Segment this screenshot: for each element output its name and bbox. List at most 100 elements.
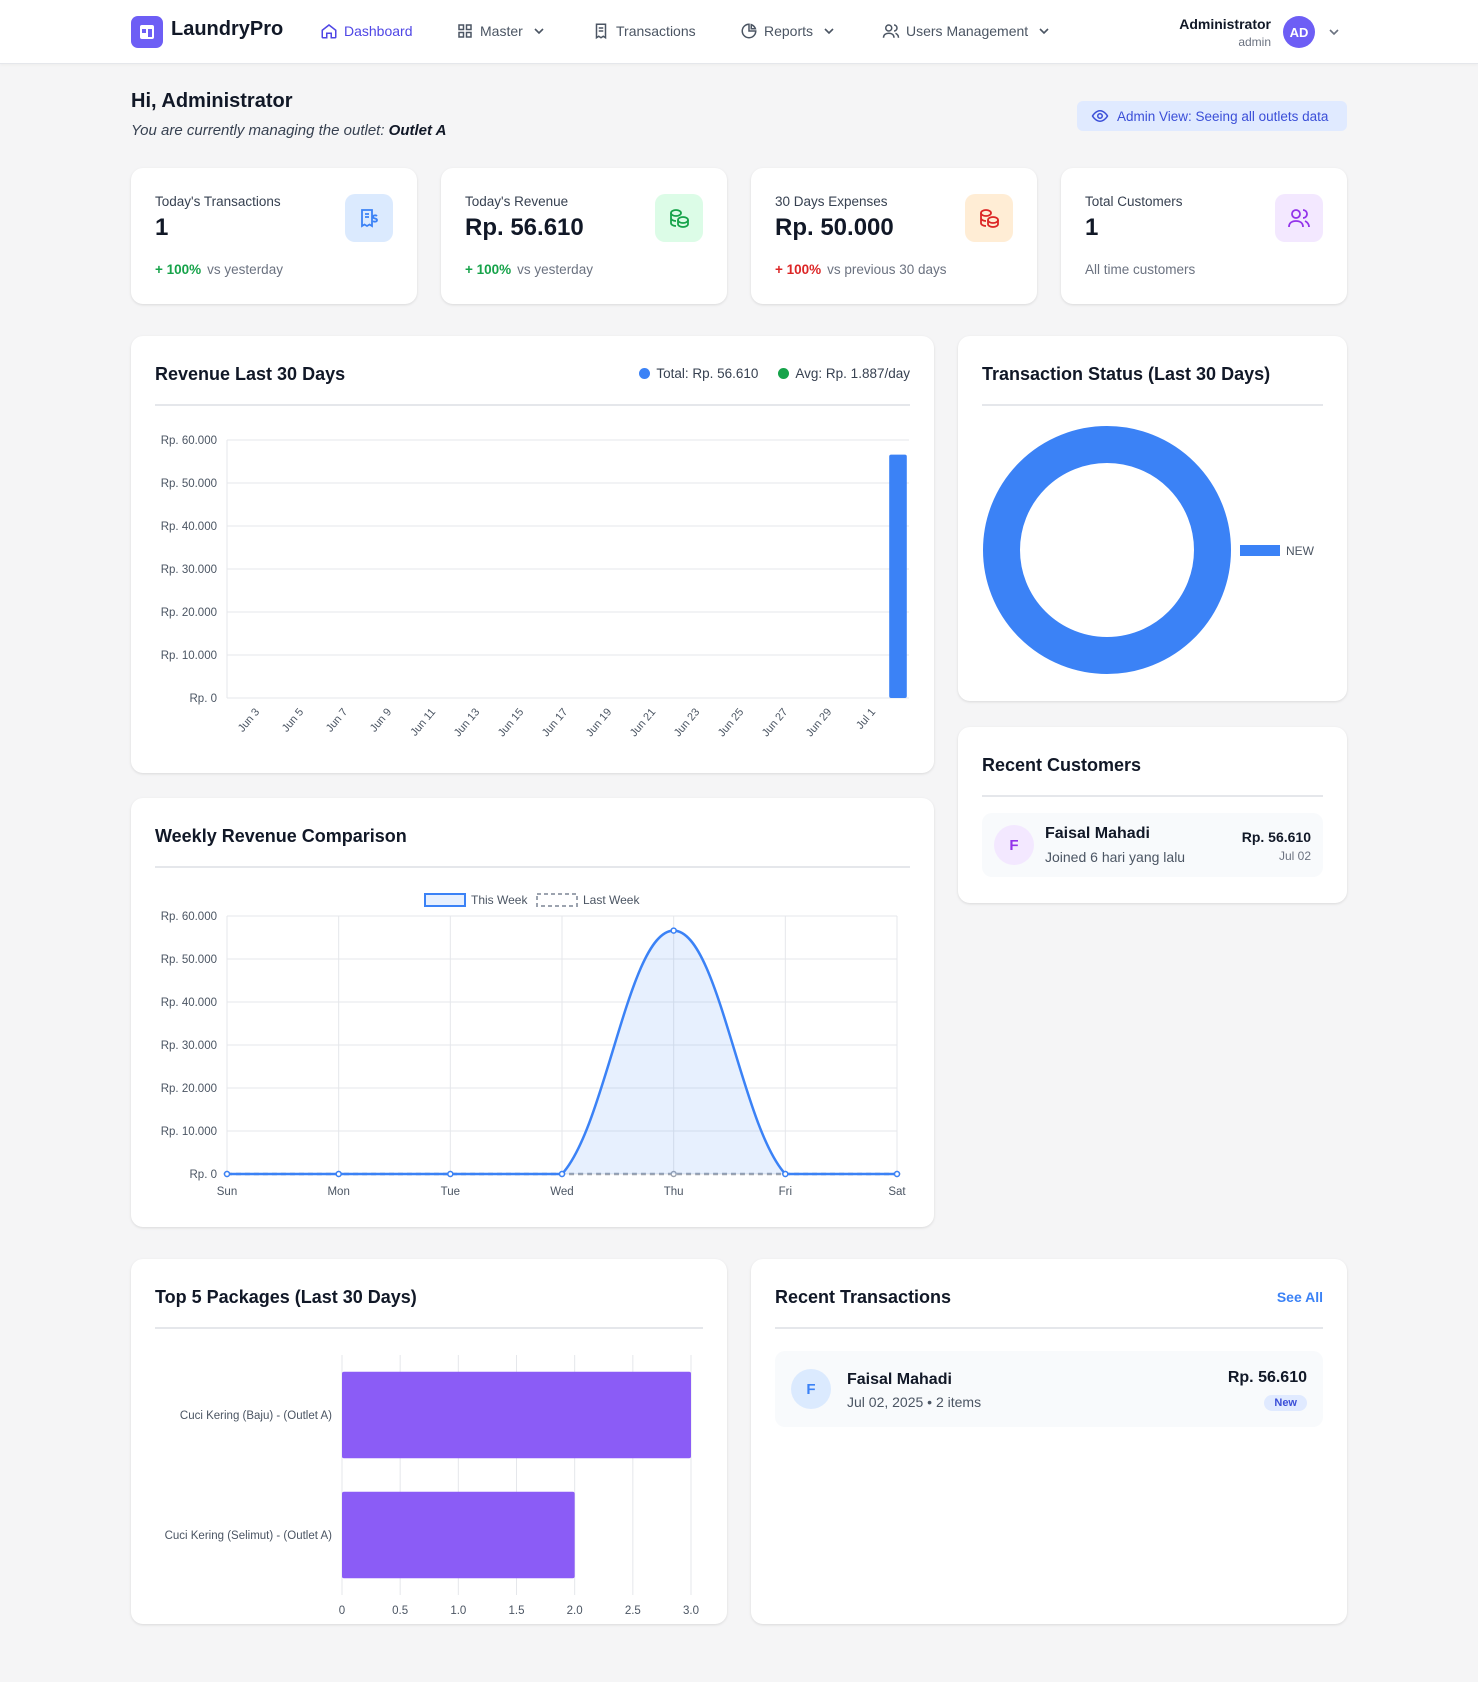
stat-label: Today's Transactions — [155, 194, 281, 209]
customer-name: Faisal Mahadi — [1045, 825, 1150, 842]
y-tick-label: Rp. 20.000 — [161, 1083, 217, 1095]
legend-label: This Week — [471, 893, 528, 907]
see-all-link[interactable]: See All — [1276, 1289, 1323, 1305]
legend-swatch — [424, 893, 466, 907]
nav-dashboard[interactable]: Dashboard — [320, 22, 413, 40]
customer-amount: Rp. 56.610 — [1241, 829, 1311, 845]
data-point — [670, 927, 677, 934]
stat-pct: + 100% — [465, 262, 512, 277]
x-tick-label: Thu — [664, 1186, 684, 1198]
top-packages-chart: 0 0.5 1.0 1.5 2.0 2.5 3.0 Cuci Kering (Baju) - … — [165, 1355, 699, 1617]
stat-pct: + 100% — [775, 262, 822, 277]
data-point — [223, 1170, 231, 1178]
nav-transactions[interactable]: Transactions — [592, 22, 696, 40]
x-tick-label: 1.5 — [509, 1605, 525, 1617]
nav-reports[interactable]: Reports — [740, 22, 835, 40]
user-role: admin — [1238, 35, 1271, 49]
data-point — [335, 1170, 342, 1178]
users-icon — [882, 24, 900, 38]
legend-dot — [639, 368, 651, 379]
x-tick-label: 3.0 — [683, 1605, 699, 1617]
data-point — [558, 1170, 566, 1178]
page-title: Hi, Administrator — [131, 90, 293, 112]
logo-icon[interactable] — [131, 16, 163, 48]
home-icon — [321, 24, 337, 39]
x-tick-label: Jun 23 — [672, 706, 702, 739]
nav-users-management[interactable]: Users Management — [882, 22, 1050, 40]
nav-master[interactable]: Master — [456, 22, 545, 40]
brand-name[interactable]: LaundryPro — [171, 18, 284, 40]
pie-chart-icon — [741, 23, 757, 39]
stat-value: Rp. 56.610 — [465, 214, 584, 241]
x-tick-label: Mon — [327, 1186, 349, 1198]
weekly-revenue-card: Weekly Revenue Comparison Rp. 0 Rp. 10.00… — [131, 798, 934, 1227]
legend-avg: Avg: Rp. 1.887/day — [795, 366, 910, 381]
transaction-customer: Faisal Mahadi — [847, 1371, 952, 1388]
y-tick-label: Rp. 30.000 — [161, 1040, 217, 1052]
divider — [155, 1327, 703, 1329]
stat-label: Today's Revenue — [465, 194, 569, 209]
revenue-30-days-chart: Rp. 0 Rp. 10.000 Rp. 20.000 Rp. 30.000 Rp. 4… — [161, 435, 909, 739]
x-tick-label: Jun 19 — [584, 706, 614, 739]
recent-customers-card: Recent Customers F Faisal Mahadi Joined … — [958, 727, 1347, 903]
chevron-down-icon — [534, 28, 544, 35]
card-title: Revenue Last 30 Days — [155, 364, 346, 384]
stat-foot-text: vs previous 30 days — [827, 262, 947, 277]
data-point — [782, 1170, 789, 1178]
x-tick-label: Jun 15 — [496, 706, 526, 739]
x-tick-label: Sat — [888, 1186, 906, 1198]
x-tick-label: Jun 9 — [368, 706, 394, 734]
chevron-down-icon[interactable] — [1328, 26, 1340, 38]
chevron-down-icon — [1039, 28, 1049, 35]
y-tick-label: Rp. 30.000 — [161, 564, 217, 576]
divider — [982, 795, 1323, 797]
x-tick-label: Jun 27 — [760, 706, 790, 739]
y-tick-label: Cuci Kering (Baju) - (Outlet A) — [180, 1410, 332, 1422]
card-title: Recent Customers — [982, 755, 1142, 775]
x-tick-label: Jun 17 — [540, 706, 570, 739]
card-title: Weekly Revenue Comparison — [155, 826, 407, 846]
legend-total: Total: Rp. 56.610 — [656, 366, 759, 381]
y-tick-label: Rp. 50.000 — [161, 478, 217, 490]
divider — [982, 404, 1323, 406]
admin-view-badge: Admin View: Seeing all outlets data — [1077, 101, 1347, 131]
weekly-revenue-chart: Rp. 0 Rp. 10.000 Rp. 20.000 Rp. 30.000 Rp. 4… — [161, 893, 906, 1198]
data-point — [670, 1170, 677, 1178]
coins-icon — [655, 194, 703, 242]
divider — [155, 404, 910, 406]
legend-label: NEW — [1286, 544, 1315, 558]
nav-label: Reports — [764, 23, 814, 39]
receipt-dollar-icon — [345, 194, 393, 242]
bar — [342, 1371, 691, 1459]
y-tick-label: Rp. 0 — [190, 1169, 218, 1181]
user-name[interactable]: Administrator — [1179, 16, 1271, 32]
stat-foot-text: All time customers — [1085, 262, 1196, 277]
x-tick-label: Jun 29 — [804, 706, 834, 739]
y-tick-label: Rp. 50.000 — [161, 954, 217, 966]
table-row[interactable]: F Faisal Mahadi Jul 02, 2025 • 2 items R… — [775, 1351, 1323, 1427]
divider — [775, 1327, 1323, 1329]
stat-footer: All time customers — [1085, 262, 1195, 277]
x-tick-label: 2.0 — [567, 1605, 583, 1617]
stat-footer: + 100% vs yesterday — [465, 262, 593, 277]
stat-value: Rp. 50.000 — [775, 214, 894, 241]
y-tick-label: Rp. 60.000 — [161, 435, 217, 447]
x-tick-label: Jun 13 — [452, 706, 482, 739]
stat-footer: + 100% vs previous 30 days — [775, 262, 946, 277]
stat-card-expenses: 30 Days Expenses Rp. 50.000 + 100% vs pre… — [751, 168, 1037, 304]
stat-foot-text: vs yesterday — [207, 262, 283, 277]
coins-icon — [965, 194, 1013, 242]
list-item[interactable]: F Faisal Mahadi Joined 6 hari yang lalu … — [982, 813, 1323, 877]
avatar[interactable]: AD — [1283, 16, 1315, 48]
stat-foot-text: vs yesterday — [517, 262, 593, 277]
series-line — [227, 929, 897, 1176]
transaction-status-chart: NEW — [983, 426, 1315, 674]
divider — [155, 866, 910, 868]
legend-swatch — [536, 893, 578, 907]
avatar: F — [791, 1369, 831, 1409]
top-navbar: LaundryPro Dashboard Master Transactions… — [0, 0, 1478, 64]
x-tick-label: Jun 7 — [324, 706, 350, 734]
transaction-status-card: Transaction Status (Last 30 Days) NEW — [958, 336, 1347, 701]
transaction-meta: Jul 02, 2025 • 2 items — [847, 1394, 982, 1410]
subtitle-prefix: You are currently managing the outlet: — [131, 122, 385, 139]
